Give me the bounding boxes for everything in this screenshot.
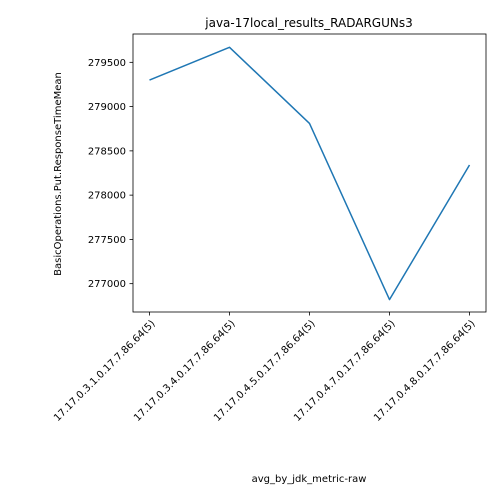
y-tick-label: 279500 xyxy=(88,58,126,69)
x-axis-label: avg_by_jdk_metric-raw xyxy=(252,474,367,485)
y-tick-label: 278500 xyxy=(88,146,126,157)
y-tick-label: 277500 xyxy=(88,235,126,246)
y-tick-label: 279000 xyxy=(88,102,126,113)
y-tick-label: 277000 xyxy=(88,279,126,290)
y-tick-label: 278000 xyxy=(88,191,126,202)
y-axis-label: BasicOperations.Put.ResponseTimeMean xyxy=(53,72,64,276)
chart-title: java-17local_results_RADARGUNs3 xyxy=(204,16,413,30)
